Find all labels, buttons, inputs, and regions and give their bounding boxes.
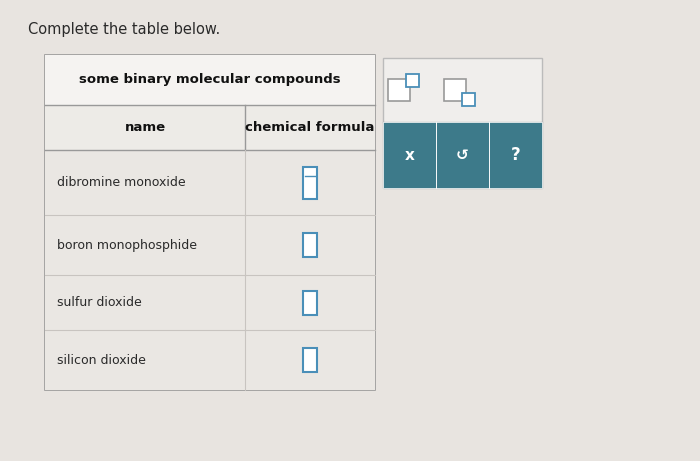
Text: Complete the table below.: Complete the table below. bbox=[28, 22, 221, 37]
Text: name: name bbox=[125, 121, 166, 134]
Bar bbox=[303, 290, 317, 314]
Bar bbox=[303, 166, 317, 199]
Bar bbox=[383, 122, 436, 188]
Bar bbox=[303, 233, 317, 257]
Bar bbox=[436, 122, 489, 188]
Bar bbox=[45, 275, 375, 330]
Bar bbox=[388, 79, 410, 101]
Text: chemical formula: chemical formula bbox=[245, 121, 374, 134]
Text: ?: ? bbox=[510, 146, 520, 164]
Text: ↺: ↺ bbox=[456, 148, 469, 162]
Text: sulfur dioxide: sulfur dioxide bbox=[57, 296, 141, 309]
Bar bbox=[303, 348, 317, 372]
Text: silicon dioxide: silicon dioxide bbox=[57, 354, 146, 366]
Bar bbox=[45, 105, 375, 150]
Text: x: x bbox=[405, 148, 414, 162]
Text: some binary molecular compounds: some binary molecular compounds bbox=[79, 73, 341, 87]
Bar bbox=[45, 330, 375, 390]
Text: dibromine monoxide: dibromine monoxide bbox=[57, 176, 186, 189]
Bar bbox=[406, 74, 419, 87]
Bar bbox=[489, 122, 542, 188]
Bar bbox=[45, 150, 375, 215]
Text: boron monophosphide: boron monophosphide bbox=[57, 238, 197, 252]
Bar bbox=[45, 55, 375, 105]
Bar bbox=[45, 215, 375, 275]
Bar bbox=[462, 93, 475, 106]
Bar bbox=[45, 55, 375, 390]
Bar bbox=[383, 58, 542, 188]
Bar bbox=[444, 79, 466, 101]
